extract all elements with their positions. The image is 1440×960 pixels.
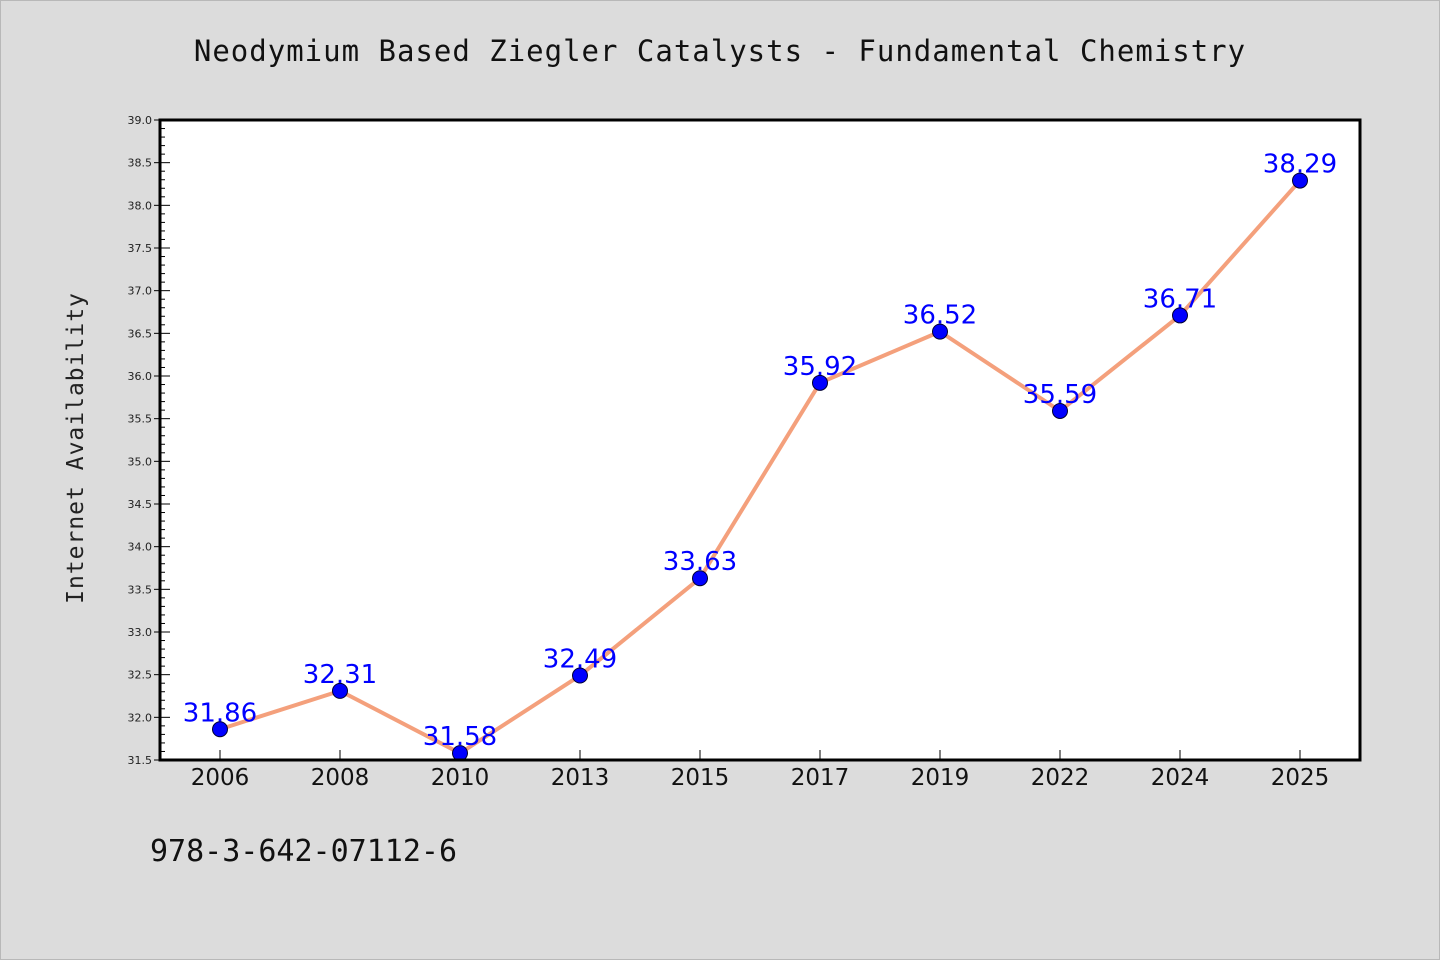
data-point xyxy=(1172,307,1188,324)
x-tick-label: 2015 xyxy=(671,765,730,791)
y-tick-label: 32.5 xyxy=(128,669,153,682)
y-tick-label: 37.0 xyxy=(128,285,153,298)
data-label: 31.58 xyxy=(423,722,497,752)
y-tick-label: 35.5 xyxy=(128,413,153,426)
data-label: 36.52 xyxy=(903,301,977,331)
y-tick-label: 39.0 xyxy=(128,114,153,127)
data-label: 32.31 xyxy=(303,660,377,690)
plot-area xyxy=(160,120,1360,760)
series-line-group xyxy=(219,179,1302,756)
x-tick-label: 2017 xyxy=(791,765,850,791)
chart-title: Neodymium Based Ziegler Catalysts - Fund… xyxy=(193,34,1247,68)
x-tick-label: 2006 xyxy=(191,765,250,791)
series-line xyxy=(219,179,1302,756)
y-tick-label: 38.5 xyxy=(128,157,153,170)
footer-identifier: 978-3-642-07112-6 xyxy=(150,834,458,869)
x-tick-label: 2008 xyxy=(311,765,370,791)
data-label: 31.86 xyxy=(183,698,257,728)
x-axis: 2006 2008 2010 2013 2015 2017 2019 2022 2024 2025 xyxy=(191,750,1330,791)
y-tick-label: 34.0 xyxy=(128,541,153,554)
y-tick-label: 34.5 xyxy=(128,498,153,511)
data-label: 38.29 xyxy=(1263,150,1337,180)
x-tick-label: 2010 xyxy=(431,765,490,791)
y-tick-label: 36.0 xyxy=(128,370,153,383)
y-tick-label: 35.0 xyxy=(128,455,153,468)
series-points-group xyxy=(212,172,1308,762)
y-axis: 31.5 32.0 32.5 33.0 33.5 34.0 34.5 35.0 35.5 36.0… xyxy=(128,114,170,767)
x-tick-label: 2019 xyxy=(911,765,970,791)
x-tick-label: 2025 xyxy=(1271,765,1330,791)
data-label: 35.59 xyxy=(1023,380,1097,410)
data-label: 35.92 xyxy=(783,352,857,382)
y-tick-label: 32.0 xyxy=(128,711,153,724)
y-tick-label: 36.5 xyxy=(128,327,153,340)
data-point xyxy=(692,570,708,587)
y-tick-label: 38.0 xyxy=(128,199,153,212)
data-label: 32.49 xyxy=(543,645,617,675)
data-point xyxy=(212,721,228,738)
data-point xyxy=(1052,402,1068,419)
plot-border xyxy=(158,118,1362,762)
y-tick-label: 33.0 xyxy=(128,626,153,639)
data-point xyxy=(812,374,828,391)
y-tick-label: 31.5 xyxy=(128,754,153,767)
x-tick-label: 2024 xyxy=(1151,765,1210,791)
x-tick-label: 2022 xyxy=(1031,765,1090,791)
y-tick-label: 33.5 xyxy=(128,583,153,596)
data-point xyxy=(332,682,348,699)
x-tick-label: 2013 xyxy=(551,765,610,791)
data-label: 36.71 xyxy=(1143,284,1217,314)
data-point xyxy=(932,323,948,340)
data-label: 33.63 xyxy=(663,547,737,577)
data-point xyxy=(572,667,588,684)
data-point xyxy=(1292,172,1308,189)
y-tick-label: 37.5 xyxy=(128,242,153,255)
data-labels-group: 31.86 32.31 31.58 32.49 33.63 35.92 36.52 35.59… xyxy=(183,150,1337,753)
